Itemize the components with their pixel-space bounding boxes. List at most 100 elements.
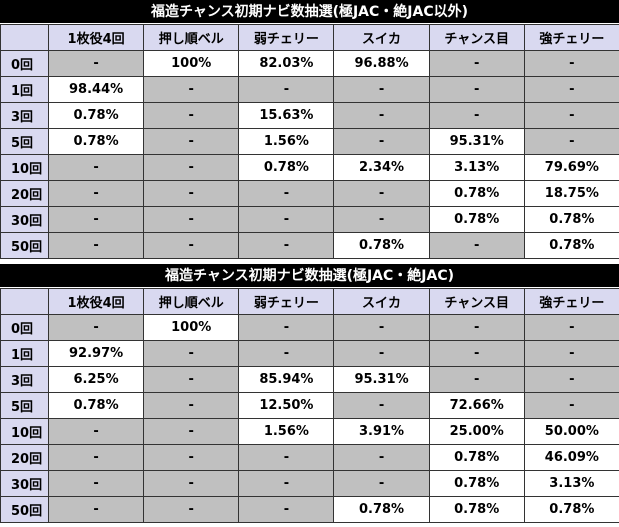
table-cell: - <box>238 206 335 233</box>
table-cell: 85.94% <box>238 366 335 393</box>
table-cell: - <box>428 102 525 129</box>
table-cell: - <box>333 206 430 233</box>
table-cell: - <box>428 76 525 103</box>
table-cell: 2.34% <box>333 154 430 181</box>
table-cell: 95.31% <box>428 128 525 155</box>
table-cell: - <box>47 50 145 77</box>
table-cell: - <box>333 128 430 155</box>
table-cell: - <box>523 102 619 129</box>
table-cell: 0.78% <box>428 496 525 523</box>
table-cell: - <box>238 180 335 207</box>
table-cell: - <box>238 444 335 471</box>
table-cell: - <box>143 76 240 103</box>
table-cell: - <box>143 180 240 207</box>
table-cell: 0.78% <box>523 496 619 523</box>
row-label: 3回 <box>0 366 49 393</box>
row-label: 50回 <box>0 496 49 523</box>
table-cell: - <box>143 496 240 523</box>
table-cell: - <box>143 232 240 259</box>
table-cell: - <box>238 232 335 259</box>
table-row: 30回 - - - -0.78% 0.78% <box>0 206 619 233</box>
table-cell: 15.63% <box>238 102 335 129</box>
row-label: 0回 <box>0 314 49 341</box>
corner-cell <box>0 24 49 51</box>
table-cell: 98.44% <box>47 76 145 103</box>
row-label: 10回 <box>0 418 49 445</box>
table-cell: 25.00% <box>428 418 525 445</box>
column-header: 弱チェリー <box>238 24 335 51</box>
table-title: 福造チャンス初期ナビ数抽選(極JAC・絶JAC以外) <box>0 0 619 24</box>
table-cell: 3.91% <box>333 418 430 445</box>
table-cell: - <box>428 50 525 77</box>
table-cell: - <box>143 366 240 393</box>
row-label: 0回 <box>0 50 49 77</box>
table-cell: - <box>47 154 145 181</box>
table-cell: - <box>523 366 619 393</box>
table-cell: - <box>428 232 525 259</box>
table-cell: - <box>523 76 619 103</box>
table-cell: 3.13% <box>523 470 619 497</box>
table-cell: - <box>523 128 619 155</box>
row-label: 1回 <box>0 340 49 367</box>
table-cell: - <box>523 340 619 367</box>
navi-table-special: 福造チャンス初期ナビ数抽選(極JAC・絶JAC) 1枚役4回 押し順ベル 弱チェ… <box>0 264 619 523</box>
table-cell: - <box>238 340 335 367</box>
table-cell: - <box>47 444 145 471</box>
table-cell: - <box>333 102 430 129</box>
table-cell: 79.69% <box>523 154 619 181</box>
table-cell: 0.78% <box>333 496 430 523</box>
table-row: 5回 0.78% -1.56% -95.31% - <box>0 128 619 155</box>
table-row: 30回 - - - -0.78% 3.13% <box>0 470 619 497</box>
table-row: 3回 6.25% -85.94% 95.31% - - <box>0 366 619 393</box>
table-cell: 82.03% <box>238 50 335 77</box>
column-header: 押し順ベル <box>143 288 240 315</box>
table-cell: - <box>47 418 145 445</box>
corner-cell <box>0 288 49 315</box>
table-cell: - <box>238 314 335 341</box>
row-label: 50回 <box>0 232 49 259</box>
row-label: 1回 <box>0 76 49 103</box>
navi-table-normal: 福造チャンス初期ナビ数抽選(極JAC・絶JAC以外) 1枚役4回 押し順ベル 弱… <box>0 0 619 259</box>
table-cell: - <box>143 340 240 367</box>
table-cell: 3.13% <box>428 154 525 181</box>
column-header: 1枚役4回 <box>47 24 145 51</box>
table-cell: - <box>333 314 430 341</box>
table-cell: 0.78% <box>47 102 145 129</box>
table-row: 50回 - - -0.78% -0.78% <box>0 232 619 259</box>
table-cell: - <box>143 392 240 419</box>
table-cell: 0.78% <box>428 444 525 471</box>
column-header: 弱チェリー <box>238 288 335 315</box>
column-header: スイカ <box>333 288 430 315</box>
row-label: 20回 <box>0 444 49 471</box>
data-table: 1枚役4回 押し順ベル 弱チェリー スイカ チャンス目 強チェリー 0回 -100… <box>0 24 619 259</box>
header-row: 1枚役4回 押し順ベル 弱チェリー スイカ チャンス目 強チェリー <box>0 288 619 315</box>
table-cell: - <box>333 340 430 367</box>
table-cell: - <box>47 206 145 233</box>
table-cell: - <box>428 366 525 393</box>
table-cell: 46.09% <box>523 444 619 471</box>
column-header: 押し順ベル <box>143 24 240 51</box>
row-label: 10回 <box>0 154 49 181</box>
table-row: 0回 -100% - - - - <box>0 314 619 341</box>
table-title: 福造チャンス初期ナビ数抽選(極JAC・絶JAC) <box>0 264 619 288</box>
table-cell: 1.56% <box>238 128 335 155</box>
table-body: 0回 -100% 82.03% 96.88% - -1回 98.44% - - - - -3回 0.78… <box>0 50 619 259</box>
table-row: 3回 0.78% -15.63% - - - <box>0 102 619 129</box>
table-cell: - <box>143 418 240 445</box>
table-row: 1回 92.97% - - - - - <box>0 340 619 367</box>
row-label: 3回 <box>0 102 49 129</box>
table-row: 20回 - - - -0.78% 18.75% <box>0 180 619 207</box>
table-cell: 0.78% <box>428 206 525 233</box>
table-cell: - <box>523 392 619 419</box>
column-header: スイカ <box>333 24 430 51</box>
table-cell: - <box>523 314 619 341</box>
table-cell: 18.75% <box>523 180 619 207</box>
table-cell: 0.78% <box>238 154 335 181</box>
row-label: 30回 <box>0 206 49 233</box>
table-cell: - <box>333 180 430 207</box>
table-cell: - <box>238 470 335 497</box>
table-cell: 0.78% <box>523 232 619 259</box>
table-cell: - <box>47 180 145 207</box>
table-cell: - <box>47 232 145 259</box>
table-cell: 0.78% <box>523 206 619 233</box>
